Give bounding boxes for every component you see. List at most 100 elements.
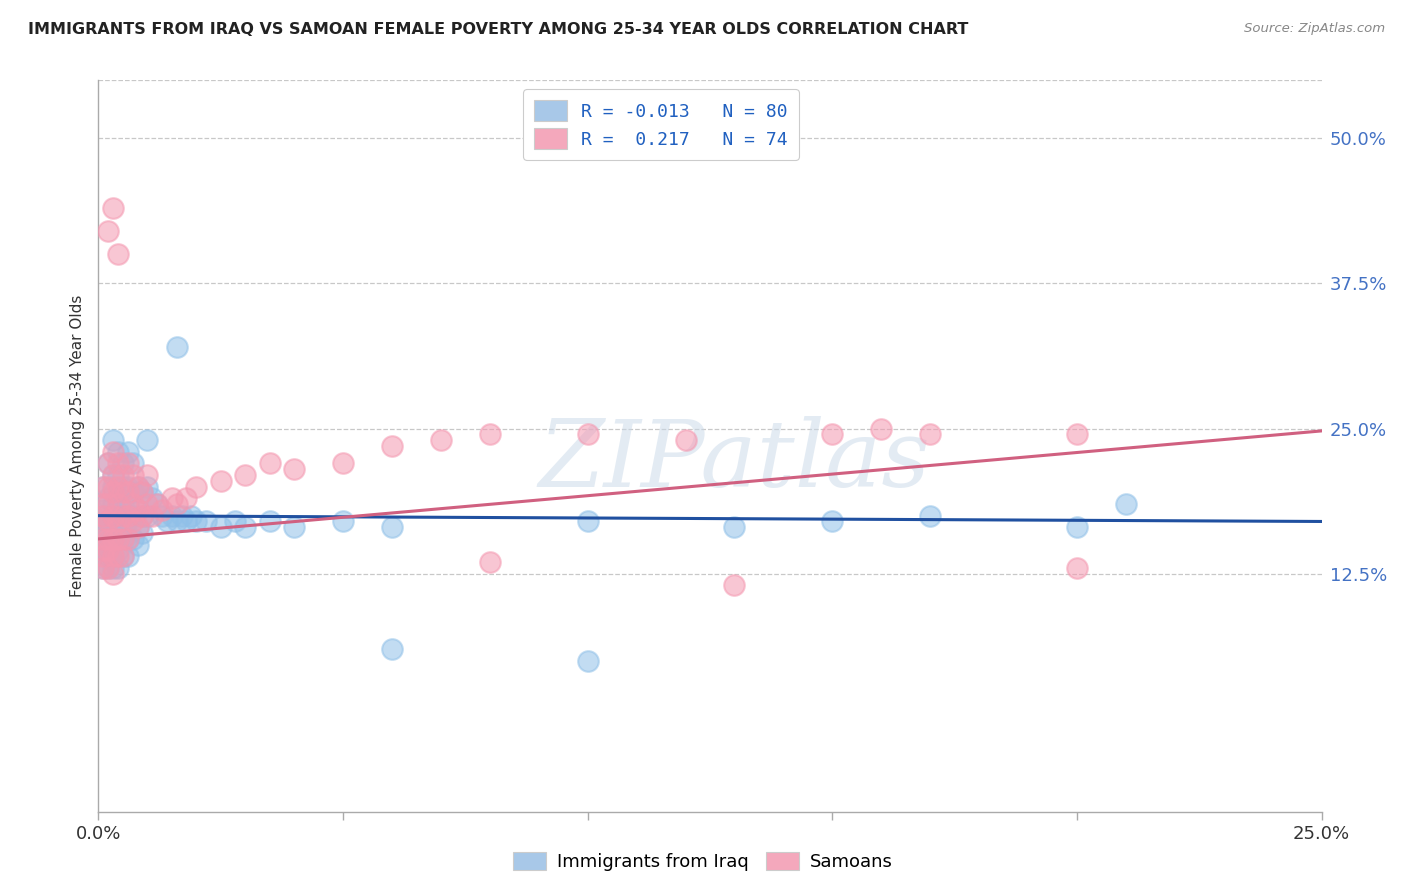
- Point: [1066, 561, 1088, 575]
- Point: [1115, 497, 1137, 511]
- Point: [101, 445, 124, 459]
- Point: [576, 654, 599, 668]
- Point: [136, 468, 159, 483]
- Point: [101, 532, 124, 546]
- Point: [233, 468, 256, 483]
- Point: [97, 543, 120, 558]
- Point: [91, 480, 114, 494]
- Point: [91, 561, 114, 575]
- Point: [91, 549, 114, 564]
- Point: [381, 642, 404, 657]
- Point: [91, 532, 114, 546]
- Point: [121, 508, 143, 523]
- Point: [127, 520, 149, 534]
- Point: [111, 468, 134, 483]
- Point: [478, 427, 501, 442]
- Point: [111, 515, 134, 529]
- Point: [136, 433, 159, 447]
- Point: [111, 457, 134, 471]
- Point: [111, 497, 134, 511]
- Point: [576, 515, 599, 529]
- Point: [259, 515, 281, 529]
- Point: [107, 445, 129, 459]
- Point: [131, 485, 153, 500]
- Point: [121, 485, 143, 500]
- Point: [101, 433, 124, 447]
- Point: [127, 538, 149, 552]
- Point: [111, 549, 134, 564]
- Point: [107, 561, 129, 575]
- Point: [150, 503, 173, 517]
- Point: [259, 457, 281, 471]
- Point: [91, 543, 114, 558]
- Point: [209, 474, 232, 488]
- Point: [127, 520, 149, 534]
- Point: [97, 561, 120, 575]
- Point: [224, 515, 246, 529]
- Point: [156, 515, 179, 529]
- Point: [97, 561, 120, 575]
- Point: [91, 508, 114, 523]
- Legend: R = -0.013   N = 80, R =  0.217   N = 74: R = -0.013 N = 80, R = 0.217 N = 74: [523, 89, 799, 160]
- Point: [97, 543, 120, 558]
- Point: [101, 485, 124, 500]
- Point: [111, 532, 134, 546]
- Point: [117, 480, 139, 494]
- Point: [186, 515, 208, 529]
- Point: [675, 433, 697, 447]
- Point: [131, 508, 153, 523]
- Point: [1066, 427, 1088, 442]
- Point: [101, 468, 124, 483]
- Point: [283, 520, 305, 534]
- Point: [1066, 520, 1088, 534]
- Point: [91, 526, 114, 541]
- Y-axis label: Female Poverty Among 25-34 Year Olds: Female Poverty Among 25-34 Year Olds: [69, 295, 84, 597]
- Point: [723, 520, 745, 534]
- Point: [101, 468, 124, 483]
- Point: [107, 515, 129, 529]
- Point: [101, 561, 124, 575]
- Point: [141, 508, 163, 523]
- Point: [166, 515, 188, 529]
- Point: [332, 515, 354, 529]
- Point: [283, 462, 305, 476]
- Point: [150, 508, 173, 523]
- Point: [101, 497, 124, 511]
- Point: [97, 526, 120, 541]
- Point: [107, 497, 129, 511]
- Point: [381, 520, 404, 534]
- Point: [97, 532, 120, 546]
- Point: [101, 480, 124, 494]
- Text: ZIPatlas: ZIPatlas: [538, 416, 931, 506]
- Point: [91, 543, 114, 558]
- Point: [723, 578, 745, 592]
- Point: [332, 457, 354, 471]
- Point: [117, 532, 139, 546]
- Point: [136, 480, 159, 494]
- Point: [117, 532, 139, 546]
- Point: [107, 468, 129, 483]
- Point: [91, 497, 114, 511]
- Point: [107, 508, 129, 523]
- Point: [97, 491, 120, 506]
- Point: [101, 515, 124, 529]
- Point: [117, 457, 139, 471]
- Point: [127, 503, 149, 517]
- Point: [381, 439, 404, 453]
- Point: [97, 549, 120, 564]
- Point: [107, 247, 129, 261]
- Point: [101, 508, 124, 523]
- Point: [91, 508, 114, 523]
- Point: [870, 421, 893, 435]
- Point: [91, 503, 114, 517]
- Point: [121, 515, 143, 529]
- Point: [121, 457, 143, 471]
- Point: [127, 480, 149, 494]
- Point: [117, 485, 139, 500]
- Point: [146, 497, 169, 511]
- Point: [91, 538, 114, 552]
- Point: [101, 549, 124, 564]
- Point: [166, 340, 188, 354]
- Point: [107, 532, 129, 546]
- Point: [97, 497, 120, 511]
